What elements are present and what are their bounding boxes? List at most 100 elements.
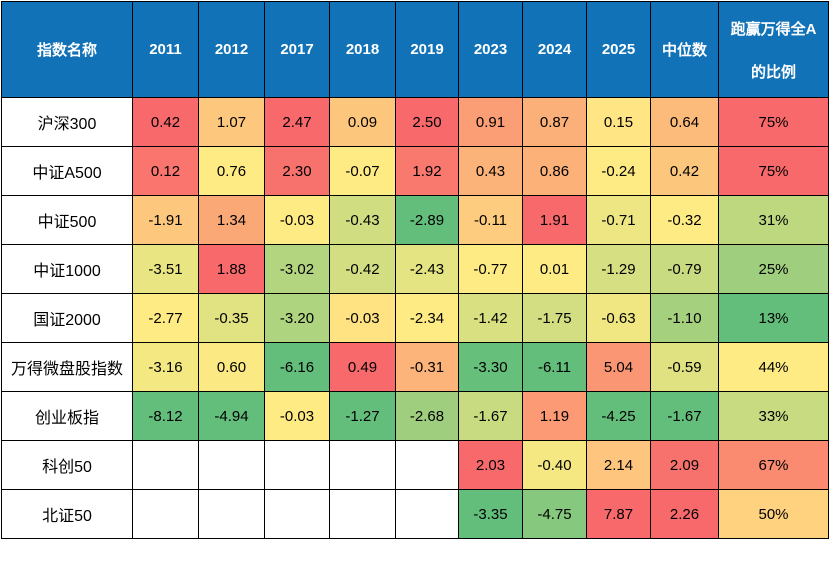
value-cell: -4.94	[198, 391, 265, 441]
value-cell	[264, 440, 330, 490]
year-column-header-2025: 2025	[586, 1, 651, 98]
value-cell: -1.27	[329, 391, 396, 441]
row-label: 科创50	[1, 440, 133, 490]
value-cell: 0.01	[522, 244, 587, 294]
value-cell: -0.03	[264, 391, 330, 441]
value-cell	[264, 489, 330, 539]
value-cell: 1.34	[198, 195, 265, 245]
value-cell: -1.91	[132, 195, 199, 245]
row-label: 中证A500	[1, 146, 133, 196]
median-cell: 2.09	[650, 440, 719, 490]
beat-ratio-cell: 75%	[718, 146, 829, 196]
value-cell: -3.20	[264, 293, 330, 343]
value-cell: -3.02	[264, 244, 330, 294]
value-cell: -0.43	[329, 195, 396, 245]
value-cell: -3.16	[132, 342, 199, 392]
median-cell: -0.79	[650, 244, 719, 294]
value-cell: -2.77	[132, 293, 199, 343]
value-cell: 0.43	[458, 146, 523, 196]
table-row-中证A500: 中证A500 0.12 0.76 2.30 -0.07 1.92 0.43 0.86 -0.24…	[1, 146, 829, 196]
value-cell: 0.91	[458, 97, 523, 147]
value-cell: -0.63	[586, 293, 651, 343]
table-body: 沪深300 0.42 1.07 2.47 0.09 2.50 0.91 0.87 0.15 0.6…	[1, 97, 829, 539]
value-cell: -0.07	[329, 146, 396, 196]
value-cell: 0.15	[586, 97, 651, 147]
value-cell: -1.75	[522, 293, 587, 343]
beat-ratio-cell: 75%	[718, 97, 829, 147]
table-row-沪深300: 沪深300 0.42 1.07 2.47 0.09 2.50 0.91 0.87 0.15 0.6…	[1, 97, 829, 147]
median-cell: 0.64	[650, 97, 719, 147]
median-cell: -1.67	[650, 391, 719, 441]
value-cell: -3.51	[132, 244, 199, 294]
median-cell: -0.59	[650, 342, 719, 392]
value-cell: 2.30	[264, 146, 330, 196]
row-label: 国证2000	[1, 293, 133, 343]
value-cell: 0.87	[522, 97, 587, 147]
value-cell: 0.76	[198, 146, 265, 196]
beat-ratio-header-line1: 跑赢万得全A	[730, 20, 817, 38]
value-cell: 0.42	[132, 97, 199, 147]
value-cell: -1.42	[458, 293, 523, 343]
beat-ratio-cell: 33%	[718, 391, 829, 441]
beat-ratio-column-header: 跑赢万得全A 的比例	[718, 1, 829, 98]
row-label: 中证1000	[1, 244, 133, 294]
value-cell: 0.86	[522, 146, 587, 196]
value-cell: 2.14	[586, 440, 651, 490]
value-cell: -2.43	[395, 244, 459, 294]
value-cell: -0.31	[395, 342, 459, 392]
table-row-科创50: 科创50 2.03 -0.40 2.14 2.09 67%	[1, 440, 829, 490]
row-label: 创业板指	[1, 391, 133, 441]
median-column-header: 中位数	[650, 1, 719, 98]
value-cell: -0.40	[522, 440, 587, 490]
value-cell	[395, 489, 459, 539]
table-row-中证500: 中证500 -1.91 1.34 -0.03 -0.43 -2.89 -0.11 1.91 -0…	[1, 195, 829, 245]
value-cell	[198, 440, 265, 490]
value-cell: -4.25	[586, 391, 651, 441]
year-column-header-2011: 2011	[132, 1, 199, 98]
median-cell: -1.10	[650, 293, 719, 343]
median-cell: 2.26	[650, 489, 719, 539]
year-column-header-2023: 2023	[458, 1, 523, 98]
index-name-column-header: 指数名称	[1, 1, 133, 98]
table-row-万得微盘股指数: 万得微盘股指数 -3.16 0.60 -6.16 0.49 -0.31 -3.30 -6.11…	[1, 342, 829, 392]
value-cell: -0.71	[586, 195, 651, 245]
beat-ratio-cell: 67%	[718, 440, 829, 490]
value-cell: 1.07	[198, 97, 265, 147]
beat-ratio-cell: 31%	[718, 195, 829, 245]
value-cell: -6.11	[522, 342, 587, 392]
value-cell: -2.89	[395, 195, 459, 245]
value-cell	[132, 440, 199, 490]
year-column-header-2017: 2017	[264, 1, 330, 98]
beat-ratio-header-line2: 的比例	[750, 63, 796, 81]
value-cell: 7.87	[586, 489, 651, 539]
value-cell: -8.12	[132, 391, 199, 441]
value-cell: 1.91	[522, 195, 587, 245]
value-cell: -3.35	[458, 489, 523, 539]
row-label: 万得微盘股指数	[1, 342, 133, 392]
value-cell: 1.19	[522, 391, 587, 441]
row-label: 中证500	[1, 195, 133, 245]
index-performance-table: 指数名称 2011 2012 2017 2018 2019 2023 2024 2025 中位数…	[1, 1, 829, 539]
value-cell: -1.67	[458, 391, 523, 441]
value-cell: 1.88	[198, 244, 265, 294]
median-cell: -0.32	[650, 195, 719, 245]
value-cell: -6.16	[264, 342, 330, 392]
year-column-header-2024: 2024	[522, 1, 587, 98]
year-column-header-2012: 2012	[198, 1, 265, 98]
value-cell: 5.04	[586, 342, 651, 392]
value-cell: -0.35	[198, 293, 265, 343]
table-row-国证2000: 国证2000 -2.77 -0.35 -3.20 -0.03 -2.34 -1.42 -1.7…	[1, 293, 829, 343]
value-cell	[329, 489, 396, 539]
table-row-北证50: 北证50 -3.35 -4.75 7.87 2.26 50%	[1, 489, 829, 539]
value-cell: -0.77	[458, 244, 523, 294]
value-cell: 0.60	[198, 342, 265, 392]
value-cell: -2.34	[395, 293, 459, 343]
value-cell: -0.03	[329, 293, 396, 343]
value-cell: 1.92	[395, 146, 459, 196]
table-row-中证1000: 中证1000 -3.51 1.88 -3.02 -0.42 -2.43 -0.77 0.01-…	[1, 244, 829, 294]
value-cell: -4.75	[522, 489, 587, 539]
beat-ratio-header-lines: 跑赢万得全A 的比例	[720, 10, 828, 90]
value-cell: -1.29	[586, 244, 651, 294]
value-cell	[395, 440, 459, 490]
